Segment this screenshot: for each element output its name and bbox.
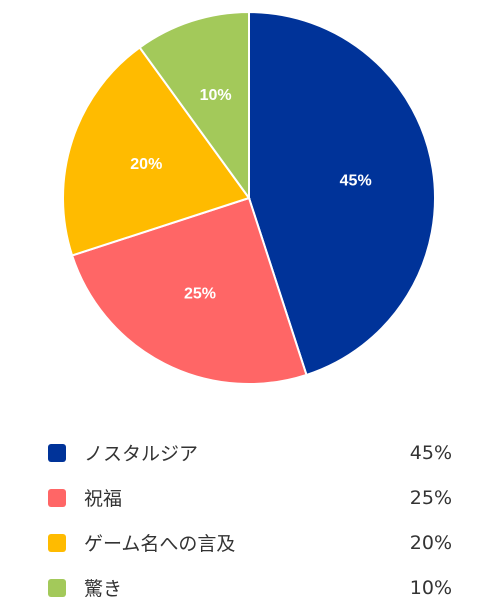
legend: ノスタルジア 45% 祝福 25% ゲーム名への言及 20% 驚き 10%	[48, 430, 452, 610]
legend-swatch	[48, 578, 66, 597]
legend-value: 10%	[409, 576, 452, 599]
legend-item-surprise: 驚き 10%	[48, 565, 452, 610]
pie-chart: 45% 25% 20% 10%	[62, 10, 436, 385]
pie-slice-surprise	[138, 10, 250, 202]
slice-value-label: 45%	[340, 173, 372, 190]
legend-value: 25%	[409, 486, 452, 509]
legend-swatch	[48, 533, 66, 552]
pie-slice-game-mention	[62, 46, 251, 257]
legend-label: 祝福	[84, 488, 123, 510]
legend-swatch	[48, 488, 66, 507]
legend-item-celebration: 祝福 25%	[48, 475, 452, 520]
legend-value: 45%	[409, 441, 452, 464]
slice-value-label: 25%	[184, 286, 216, 303]
legend-swatch	[48, 443, 66, 462]
legend-label: 驚き	[84, 578, 123, 600]
legend-item-nostalgia: ノスタルジア 45%	[48, 430, 452, 475]
legend-label: ゲーム名への言及	[84, 533, 236, 555]
pie-slice-nostalgia	[248, 10, 436, 377]
legend-value: 20%	[409, 531, 452, 554]
legend-item-game-mention: ゲーム名への言及 20%	[48, 520, 452, 565]
pie-slice-celebration	[70, 196, 308, 385]
slice-value-label: 20%	[130, 156, 162, 173]
legend-label: ノスタルジア	[84, 443, 199, 465]
slice-value-label: 10%	[200, 87, 232, 104]
